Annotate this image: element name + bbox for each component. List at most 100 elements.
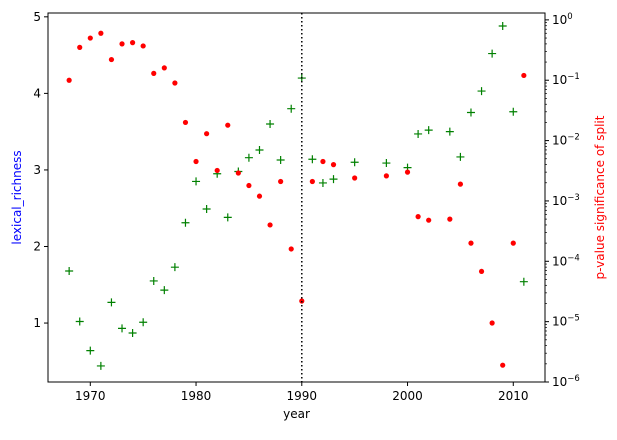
p-value-point <box>98 30 104 36</box>
lexical-richness-point <box>424 126 433 135</box>
lexical-richness-point <box>308 155 317 164</box>
p-value-point <box>447 216 453 222</box>
p-value-point <box>288 246 294 252</box>
lexical-richness-point <box>65 266 74 275</box>
p-value-point <box>204 131 210 137</box>
lexical-richness-point <box>86 346 95 355</box>
lexical-richness-point <box>350 158 359 167</box>
x-tick-label: 1970 <box>75 389 106 403</box>
p-value-point <box>77 44 83 50</box>
p-value-points <box>66 30 527 368</box>
right-tick-label: 10−1 <box>552 72 580 87</box>
p-value-point <box>489 320 495 326</box>
right-tick-label: 10−2 <box>552 133 580 148</box>
p-value-point <box>330 162 337 168</box>
p-value-point <box>151 70 157 76</box>
p-value-point <box>478 268 485 275</box>
right-axis-label: p-value significance of split <box>593 115 607 279</box>
left-tick-label: 3 <box>33 163 41 177</box>
p-value-point <box>320 158 326 165</box>
left-axis-ticks: 1 2 3 4 5 <box>33 10 48 330</box>
x-axis-ticks: 1970 1980 1990 2000 2010 <box>75 382 529 403</box>
p-value-point <box>468 240 474 246</box>
p-value-point <box>193 158 199 165</box>
left-tick-label: 2 <box>33 239 41 253</box>
x-tick-label: 1980 <box>181 389 212 403</box>
p-value-point <box>172 80 178 86</box>
p-value-point <box>119 41 125 47</box>
p-value-point <box>309 178 315 185</box>
lexical-richness-point <box>96 361 105 370</box>
p-value-point <box>299 298 305 304</box>
right-tick-label: 10−3 <box>552 193 580 208</box>
lexical-richness-point <box>160 286 169 295</box>
lexical-richness-point <box>488 49 497 58</box>
lexical-richness-point <box>181 218 190 227</box>
left-tick-label: 5 <box>33 10 41 24</box>
lexical-richness-point <box>329 175 338 184</box>
lexical-richness-point <box>466 108 475 117</box>
p-value-point <box>225 122 231 128</box>
x-axis-label: year <box>283 407 310 421</box>
left-axis-label: lexical_richness <box>10 150 24 244</box>
lexical-richness-point <box>107 298 116 307</box>
lexical-richness-point <box>255 146 264 155</box>
p-value-point <box>246 182 252 189</box>
lexical-richness-point <box>382 159 391 168</box>
x-tick-label: 2010 <box>498 389 529 403</box>
lexical-richness-point <box>244 153 253 162</box>
p-value-point <box>140 43 146 49</box>
lexical-richness-point <box>287 104 296 113</box>
p-value-point <box>278 178 284 185</box>
p-value-point <box>256 193 263 199</box>
plot-frame <box>47 12 546 383</box>
lexical-richness-point <box>170 263 179 272</box>
p-value-point <box>267 222 273 228</box>
p-value-point <box>182 119 189 126</box>
p-value-point <box>214 167 220 174</box>
p-value-point <box>235 170 241 176</box>
lexical-richness-point <box>128 329 137 338</box>
lexical-richness-point <box>509 107 518 116</box>
x-tick-label: 2000 <box>392 389 423 403</box>
x-tick-label: 1990 <box>287 389 318 403</box>
lexical-richness-point <box>266 120 275 129</box>
lexical-richness-point <box>318 178 327 187</box>
p-value-point <box>66 77 72 83</box>
lexical-richness-point <box>223 213 232 222</box>
p-value-point <box>404 169 411 175</box>
lexical-richness-point <box>445 127 454 136</box>
lexical-richness-point <box>139 318 148 327</box>
p-value-point <box>510 240 516 246</box>
p-value-point <box>161 65 167 71</box>
lexical-richness-point <box>477 87 486 96</box>
right-axis-ticks: 10−6 10−5 10−4 10−3 10−2 10−1 100 <box>545 12 580 389</box>
p-value-point <box>129 40 136 46</box>
right-tick-label: 10−4 <box>552 253 580 268</box>
lexical-richness-point <box>456 152 465 161</box>
right-tick-label: 100 <box>552 12 573 27</box>
lexical-richness-points <box>65 22 528 370</box>
lexical-richness-point <box>414 129 423 138</box>
lexical-richness-point <box>519 277 528 286</box>
lexical-richness-point <box>75 317 84 326</box>
p-value-point <box>108 56 115 63</box>
lexical-richness-point <box>498 22 507 31</box>
lexical-richness-point <box>149 276 158 285</box>
lexical-richness-point <box>118 324 127 333</box>
p-value-point <box>457 181 464 187</box>
left-tick-label: 1 <box>33 316 41 330</box>
lexical-richness-point <box>192 177 201 186</box>
right-tick-label: 10−5 <box>552 314 580 329</box>
p-value-point <box>500 362 506 368</box>
left-tick-label: 4 <box>33 86 41 100</box>
lexical-richness-point <box>276 155 285 164</box>
lexical-richness-point <box>202 204 211 213</box>
p-value-point <box>521 72 527 79</box>
right-tick-label: 10−6 <box>552 374 580 389</box>
p-value-point <box>383 173 389 179</box>
p-value-point <box>87 35 93 41</box>
p-value-point <box>415 214 421 220</box>
